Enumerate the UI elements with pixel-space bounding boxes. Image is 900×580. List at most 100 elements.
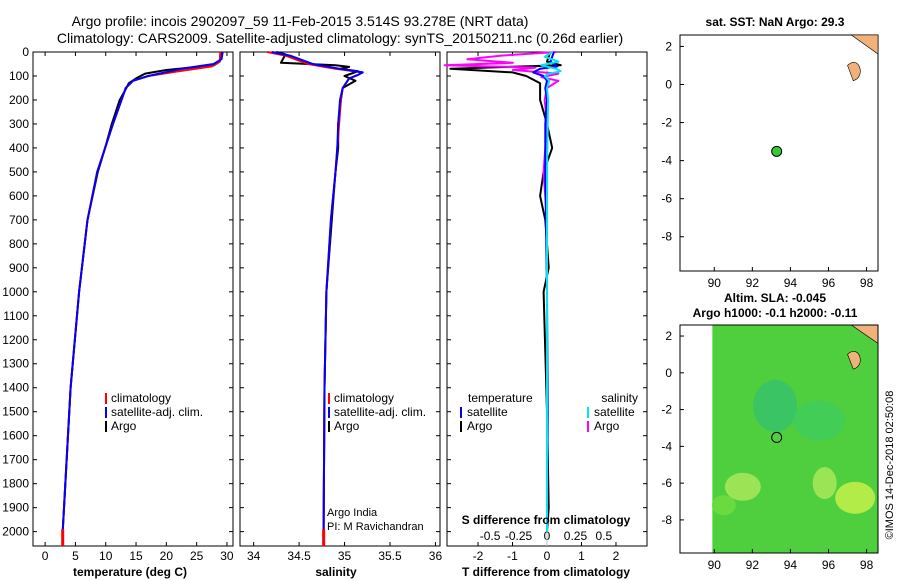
sla-anomaly-blob <box>835 481 876 514</box>
ytick-label: 700 <box>9 213 29 227</box>
sla-anomaly-blob <box>724 472 761 501</box>
xtick-label: 0 <box>544 549 551 563</box>
map-ytick-label: 2 <box>665 329 672 343</box>
map-ytick-label: 0 <box>665 77 672 91</box>
legend-label: Argo <box>594 419 620 433</box>
map-ytick-label: -6 <box>661 476 672 490</box>
xtick-label: 35 <box>338 549 352 563</box>
xtick-label: 5 <box>72 549 79 563</box>
map-xtick-label: 92 <box>746 276 760 290</box>
ytick-label: 800 <box>9 237 29 251</box>
map-ytick-label: 2 <box>665 39 672 53</box>
sla-map-area: 90 92 94 96 98 2 0 -2 -4 -6 -8 <box>661 324 879 572</box>
temperature-axis: 0100200300400500600700800900100011001200… <box>2 45 234 563</box>
map-ytick-label: 0 <box>665 366 672 380</box>
series-line-s-satellite <box>540 51 562 532</box>
sla-field <box>712 325 878 553</box>
temperature-plot-area <box>61 51 224 546</box>
map-ytick-label: -4 <box>661 439 672 453</box>
xtick-label: -2 <box>473 549 484 563</box>
sst-map-panel: sat. SST: NaN Argo: 29.3 90 92 94 96 98 2 0 -2 -… <box>661 15 879 290</box>
sla-map-title-1: Altim. SLA: -0.045 <box>724 291 826 305</box>
map-xtick-label: 94 <box>784 558 798 572</box>
xtick-label: 30 <box>220 549 234 563</box>
sla-anomaly-blob <box>812 467 837 500</box>
map-xtick-label: 94 <box>784 276 798 290</box>
map-xtick-label: 96 <box>822 276 836 290</box>
xtick-label: 34.5 <box>287 549 311 563</box>
stick-label: 0.5 <box>596 529 613 543</box>
difference-legend: temperature salinitysatelliteArgosatellit… <box>460 391 638 433</box>
ytick-label: 1300 <box>2 357 29 371</box>
xtick-label: 1 <box>578 549 585 563</box>
map-ytick-label: -8 <box>661 230 672 244</box>
series-line-t-argo <box>449 51 562 532</box>
imos-timestamp: ©IMOS 14-Dec-2018 02:50:08 <box>884 391 896 540</box>
sla-anomaly-blob <box>753 379 798 432</box>
map-xtick-label: 98 <box>860 276 874 290</box>
sla-anomaly-blob <box>792 400 845 441</box>
legend-label: satellite <box>467 405 508 419</box>
annotation-argo-india: Argo India <box>327 507 378 519</box>
land-island <box>847 351 861 370</box>
map-xtick-label: 96 <box>822 558 836 572</box>
ytick-label: 1800 <box>2 477 29 491</box>
ytick-label: 2000 <box>2 525 29 539</box>
ytick-label: 1100 <box>3 309 29 323</box>
ytick-label: 1000 <box>2 285 29 299</box>
land-island <box>847 62 861 82</box>
stick-label: 0.25 <box>564 529 588 543</box>
title-line-1: Argo profile: incois 2902097_59 11-Feb-2… <box>72 13 529 29</box>
ytick-label: 1600 <box>2 429 29 443</box>
sla-map-title-2: Argo h1000: -0.1 h2000: -0.11 <box>693 306 858 320</box>
map-ytick-label: -6 <box>661 192 672 206</box>
series-line-argo <box>61 51 222 532</box>
ytick-label: 0 <box>22 45 29 59</box>
series-line-satellite <box>271 51 364 532</box>
sla-anomaly-blob <box>711 495 736 516</box>
annotation-pi: PI: M Ravichandran <box>327 521 424 533</box>
salinity-xlabel: salinity <box>315 565 357 579</box>
xtick-label: 15 <box>129 549 143 563</box>
map-ytick-label: -4 <box>661 154 672 168</box>
ytick-label: 100 <box>9 69 29 83</box>
land-sumatra <box>850 34 879 55</box>
series-line-climatology <box>267 51 364 532</box>
difference-plot-area <box>443 51 562 546</box>
ytick-label: 300 <box>9 117 29 131</box>
ytick-label: 400 <box>9 141 29 155</box>
stick-label: -0.5 <box>480 529 501 543</box>
ytick-label: 500 <box>9 165 29 179</box>
argo-float-marker-sla <box>771 431 783 443</box>
sst-map-title: sat. SST: NaN Argo: 29.3 <box>706 15 845 29</box>
legend-label: Argo <box>467 419 493 433</box>
salinity-plot-area <box>267 51 364 546</box>
difference-xlabel: T difference from climatology <box>462 565 630 579</box>
xtick-label: 10 <box>99 549 113 563</box>
legend-label: satellite <box>594 405 635 419</box>
map-ytick-label: -2 <box>661 116 672 130</box>
ytick-label: 1700 <box>2 453 29 467</box>
xtick-label: 36 <box>429 549 443 563</box>
legend-label: Argo <box>334 419 360 433</box>
ytick-label: 1200 <box>2 333 29 347</box>
xtick-label: 35.5 <box>378 549 402 563</box>
map-xtick-label: 92 <box>746 558 760 572</box>
temperature-panel: 0100200300400500600700800900100011001200… <box>2 45 234 579</box>
xtick-label: 20 <box>160 549 174 563</box>
series-line-s-argo <box>443 51 560 532</box>
ytick-label: 1400 <box>2 381 29 395</box>
ytick-label: 200 <box>9 93 29 107</box>
series-line-satellite <box>61 51 224 532</box>
legend-label: Argo <box>111 419 137 433</box>
sst-map-area: 90 92 94 96 98 2 0 -2 -4 -6 -8 <box>661 34 879 290</box>
legend-label: climatology <box>334 391 394 405</box>
map-ytick-label: -8 <box>661 513 672 527</box>
map-xtick-label: 90 <box>708 558 722 572</box>
ytick-label: 1500 <box>2 405 29 419</box>
map-xtick-label: 98 <box>860 558 874 572</box>
series-line-t-satellite <box>532 51 559 532</box>
